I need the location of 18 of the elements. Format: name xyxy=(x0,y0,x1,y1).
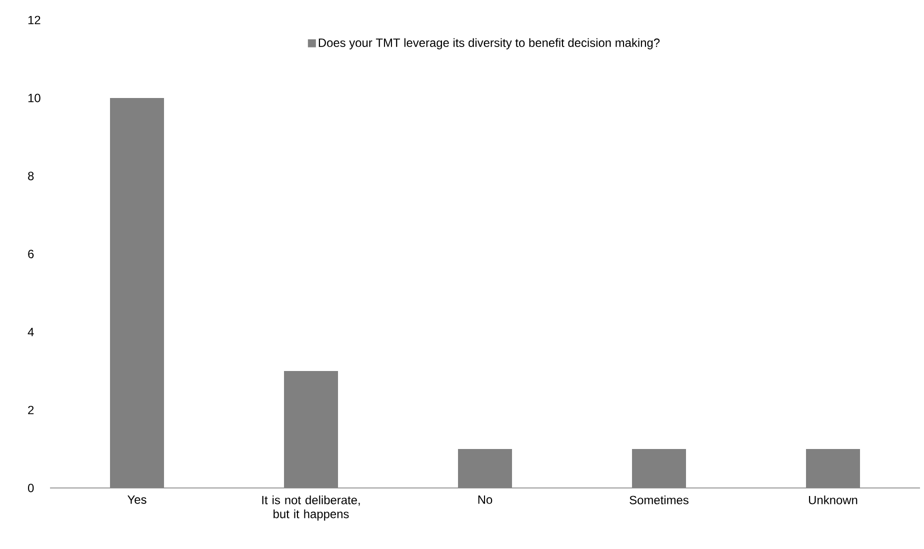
bar xyxy=(110,98,164,488)
bar xyxy=(284,370,338,488)
y-tick-label: 8 xyxy=(28,172,34,180)
y-tick-label: 6 xyxy=(28,250,34,258)
y-tick-label: 2 xyxy=(28,406,34,414)
bar xyxy=(806,448,860,488)
x-tick-label: It is not deliberate, but it happens xyxy=(262,496,360,521)
y-tick-label: 10 xyxy=(28,94,40,102)
bar xyxy=(632,448,686,488)
y-tick-label: 0 xyxy=(28,484,34,492)
x-tick-label: No xyxy=(478,496,492,504)
legend-label: Does your TMT leverage its diversity to benefit decision making? xyxy=(318,38,660,50)
bar xyxy=(458,448,512,488)
x-tick-label: Sometimes xyxy=(630,496,688,504)
y-tick-label: 4 xyxy=(28,328,34,336)
x-tick-label: Unknown xyxy=(809,496,858,504)
y-tick-label: 12 xyxy=(28,16,40,24)
x-tick-label: Yes xyxy=(128,496,146,504)
